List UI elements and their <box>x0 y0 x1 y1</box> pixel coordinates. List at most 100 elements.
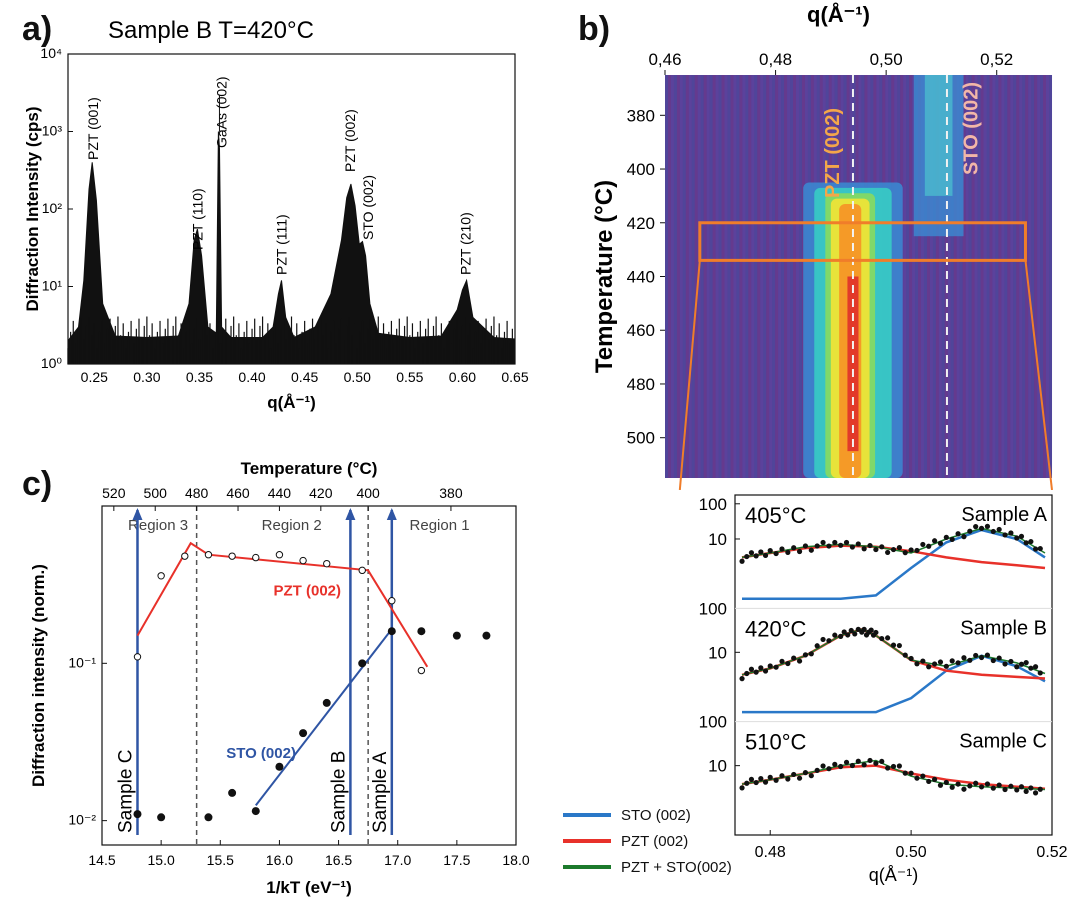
x-tick-label: 0.55 <box>396 369 423 385</box>
data-point <box>802 543 809 549</box>
texture-streak <box>974 75 978 478</box>
data-point <box>1032 790 1039 796</box>
x-axis-label: 1/kT (eV⁻¹) <box>266 878 352 897</box>
texture-streak <box>932 75 936 478</box>
data-point <box>832 761 838 767</box>
y-tick-label: 10 <box>708 757 727 776</box>
data-point <box>920 773 926 779</box>
data-point <box>739 785 745 791</box>
data-point <box>820 763 826 769</box>
texture-streak <box>912 75 916 478</box>
y-tick-label: 10⁻² <box>68 812 96 828</box>
data-point <box>967 783 973 789</box>
texture-streak <box>736 75 740 478</box>
series-sto <box>133 627 491 822</box>
y-tick-label: 10³ <box>42 123 63 139</box>
y-tick-label: 10 <box>708 643 727 662</box>
panel-label-c: c) <box>22 465 53 503</box>
texture-streak <box>769 75 773 478</box>
x-tick-label: 0.60 <box>449 369 476 385</box>
texture-streak <box>956 75 960 478</box>
y-tick-label: 480 <box>627 375 655 394</box>
data-point <box>785 776 791 782</box>
data-point <box>896 642 902 649</box>
data-point <box>417 666 426 675</box>
subpanel-temperature: 420°C <box>745 616 807 641</box>
texture-streak <box>1037 75 1041 478</box>
data-point <box>926 664 932 670</box>
sample-arrowhead <box>386 508 397 520</box>
data-point <box>758 776 764 782</box>
texture-streak <box>665 75 668 478</box>
data-point <box>855 541 861 547</box>
data-point <box>1018 661 1025 667</box>
top-x-tick-label: 500 <box>144 485 168 501</box>
connector-right <box>1024 260 1053 490</box>
texture-streak <box>906 75 910 478</box>
region-label: Region 2 <box>262 517 322 534</box>
y-axis-label: Temperature (°C) <box>591 180 618 373</box>
data-point <box>744 780 750 786</box>
texture-streak <box>992 75 996 478</box>
texture-streak <box>921 75 925 478</box>
data-point <box>322 698 331 707</box>
data-point <box>890 546 897 553</box>
data-point <box>739 558 745 564</box>
texture-streak <box>718 75 722 478</box>
y-tick-label: 500 <box>627 429 655 448</box>
peak-label: STO (002) <box>360 175 376 240</box>
data-point <box>879 635 885 642</box>
sample-label: Sample A <box>370 751 391 833</box>
x-tick-label: 14.5 <box>88 852 115 868</box>
data-point <box>937 540 944 546</box>
data-point <box>1014 664 1020 670</box>
data-point <box>417 627 426 636</box>
texture-streak <box>688 75 692 478</box>
texture-streak <box>1004 75 1008 478</box>
data-point <box>868 627 874 633</box>
fit-label-sto: STO (002) <box>226 745 296 762</box>
x-tick-label: 0.40 <box>238 369 265 385</box>
legend-label: PZT + STO(002) <box>621 858 732 876</box>
texture-streak <box>778 75 782 478</box>
texture-streak <box>673 75 677 478</box>
subpanel-temperature: 510°C <box>745 730 807 755</box>
x-axis-label: q(Å⁻¹) <box>869 865 919 885</box>
y-tick-label: 10⁴ <box>40 45 62 61</box>
data-point <box>984 652 991 658</box>
peak-label: PZT (111) <box>274 214 290 275</box>
peak-label: PZT (001) <box>85 97 101 160</box>
sto-band-core <box>924 75 953 196</box>
data-point <box>779 658 785 664</box>
texture-streak <box>947 75 951 478</box>
data-point <box>978 525 985 531</box>
top-x-tick-label: 480 <box>185 485 209 501</box>
texture-streak <box>1013 75 1017 478</box>
data-point <box>748 666 755 672</box>
texture-streak <box>790 75 794 478</box>
texture-streak <box>727 75 731 478</box>
data-point <box>873 629 879 636</box>
data-point <box>228 552 236 560</box>
texture-streak <box>667 75 671 478</box>
x-tick-label: 0.50 <box>896 844 927 861</box>
plot-frame <box>101 505 517 846</box>
legend-swatch <box>563 813 611 817</box>
texture-streak <box>766 75 770 478</box>
data-point <box>955 660 961 666</box>
texture-streak <box>757 75 761 478</box>
y-tick-label: 100 <box>699 495 727 514</box>
data-point <box>861 626 867 632</box>
subpanel-sample: Sample C <box>959 731 1047 753</box>
data-point <box>867 757 873 764</box>
legend-swatch <box>563 839 611 843</box>
data-point <box>978 784 985 790</box>
data-point <box>990 657 996 664</box>
data-point <box>758 549 764 555</box>
x-tick-label: 18.0 <box>502 852 529 868</box>
data-point <box>791 545 797 551</box>
texture-streak <box>760 75 764 478</box>
data-point <box>879 758 885 765</box>
data-point <box>228 788 237 797</box>
texture-streak <box>703 75 707 478</box>
